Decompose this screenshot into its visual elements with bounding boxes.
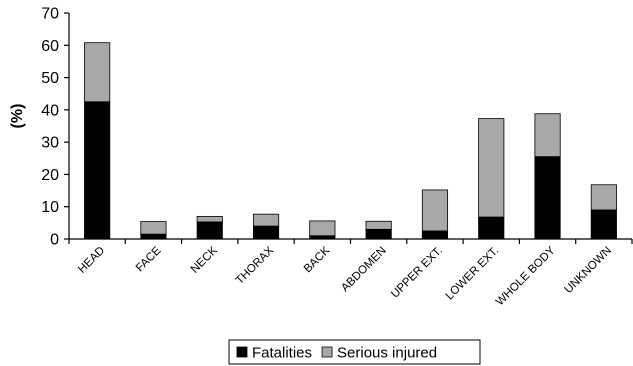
bar-fatalities-face [140,233,167,240]
bars [84,42,617,240]
y-tick-label: 70 [41,6,59,23]
y-axis-label: (%) [9,104,26,129]
legend-box [228,339,481,365]
x-category-label: NECK [189,244,220,275]
bar-serious-injured-upper-ext [421,189,449,232]
y-tick-label: 0 [50,232,59,249]
x-category-label: HEAD [76,245,107,276]
y-tick-label: 10 [41,199,59,216]
y-tick-label: 60 [41,38,59,55]
x-category-label: WHOLE BODY [494,244,558,308]
legend: Fatalities Serious injured [228,339,481,365]
bar-serious-injured-lower-ext [478,118,505,218]
bar-serious-injured-head [84,42,111,103]
bar-serious-injured-unknown [590,184,617,211]
y-tick-label: 20 [41,167,59,184]
legend-label-fatalities: Fatalities [252,345,312,362]
bar-serious-injured-neck [196,215,223,223]
x-category-label: ABDOMEN [339,245,389,295]
bar-fatalities-neck [196,221,223,240]
x-category-label: LOWER EXT. [444,245,502,303]
x-category-label: UNKNOWN [563,245,614,296]
bar-serious-injured-whole-body [534,113,561,158]
y-tick-label: 40 [41,102,59,119]
bar-fatalities-upper-ext [421,230,449,240]
bar-fatalities-whole-body [534,156,561,240]
x-axis-labels: HEAD FACE NECK THORAX BACK ABDOMEN UPPER EXT.L… [76,244,614,308]
x-category-label: BACK [302,244,333,275]
legend-label-serious-injured: Serious injured [337,345,437,362]
bar-serious-injured-back [309,220,336,237]
x-category-label: UPPER EXT. [389,245,445,301]
x-category-label: FACE [134,244,164,274]
bar-fatalities-abdomen [365,228,392,240]
y-tick-label: 50 [41,70,59,87]
legend-swatch-fatalities [236,346,248,358]
bar-serious-injured-thorax [252,213,280,227]
bar-serious-injured-abdomen [365,220,392,230]
y-tick-label: 30 [41,135,59,152]
bar-serious-injured-face [140,221,167,235]
bar-fatalities-unknown [590,209,617,240]
axes [68,13,633,244]
bar-fatalities-thorax [252,225,280,240]
bar-fatalities-head [84,101,111,240]
y-axis-ticks: 0 10 20 30 40 50 60 70 [41,6,69,249]
y-axis-label-group: (%) [9,104,26,129]
bar-fatalities-lower-ext [478,216,505,240]
legend-swatch-serious-injured [321,346,333,358]
x-category-label: THORAX [234,244,277,287]
